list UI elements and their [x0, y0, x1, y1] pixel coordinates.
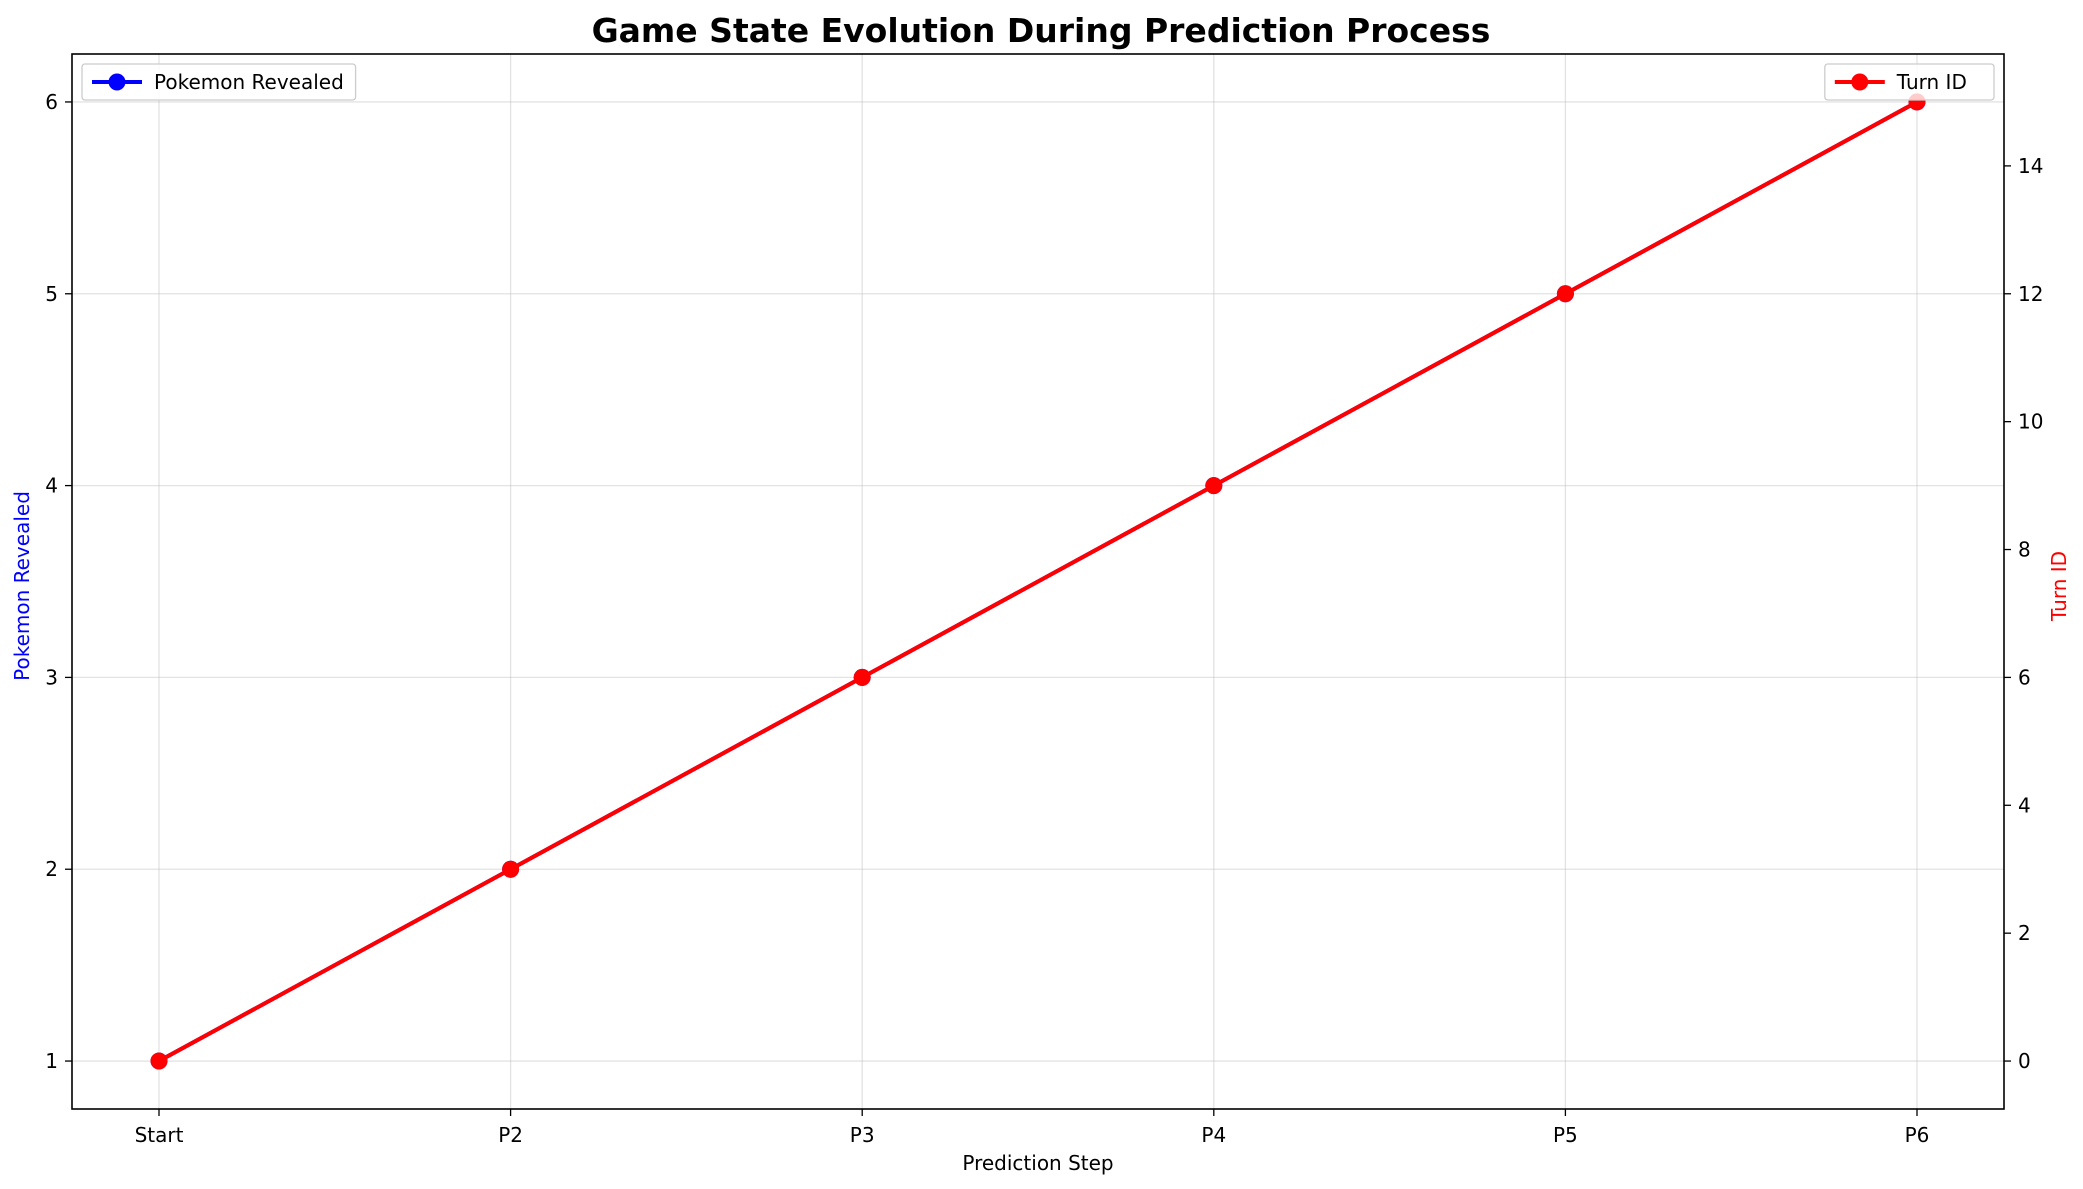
legend-turn-id: Turn ID — [1824, 63, 1995, 101]
legend-label: Pokemon Revealed — [154, 70, 344, 94]
right-axis-title: Turn ID — [2047, 551, 2071, 622]
x-tick-label: P4 — [1201, 1123, 1226, 1147]
legend-box — [81, 63, 357, 101]
right-tick-label: 0 — [2018, 1049, 2031, 1073]
x-tick-label: P2 — [498, 1123, 523, 1147]
right-tick-label: 14 — [2018, 154, 2043, 178]
x-tick-label: P6 — [1905, 1123, 1930, 1147]
right-tick-label: 10 — [2018, 410, 2043, 434]
x-axis-title: Prediction Step — [962, 1151, 1113, 1175]
grid-lines — [72, 54, 2004, 1109]
plot-frame — [71, 53, 2005, 1110]
left-tick-label: 1 — [45, 1049, 58, 1073]
left-tick-label: 5 — [45, 282, 58, 306]
left-tick-label: 2 — [45, 857, 58, 881]
legend-marker-swatch — [1851, 73, 1869, 91]
data-point-turn-id — [150, 1052, 168, 1070]
data-point-turn-id — [853, 668, 871, 686]
chart-title: Game State Evolution During Prediction P… — [592, 11, 1491, 50]
right-tick-label: 6 — [2018, 665, 2031, 689]
x-tick-label: P3 — [850, 1123, 875, 1147]
legend-marker-swatch — [108, 73, 126, 91]
right-tick-label: 8 — [2018, 538, 2031, 562]
data-point-turn-id — [1205, 477, 1223, 495]
right-tick-label: 4 — [2018, 793, 2031, 817]
legend-pokemon-revealed: Pokemon Revealed — [81, 63, 357, 101]
legend-box — [1824, 63, 1995, 101]
data-point-turn-id — [1556, 285, 1574, 303]
left-tick-label: 6 — [45, 90, 58, 114]
series-line-turn-id — [156, 99, 1920, 1064]
left-axis-title: Pokemon Revealed — [10, 491, 34, 681]
legend-label: Turn ID — [1896, 70, 1967, 94]
data-point-turn-id — [502, 860, 520, 878]
left-tick-label: 4 — [45, 474, 58, 498]
left-tick-label: 3 — [45, 665, 58, 689]
right-tick-label: 2 — [2018, 921, 2031, 945]
right-tick-label: 12 — [2018, 282, 2043, 306]
x-tick-label: P5 — [1553, 1123, 1578, 1147]
x-tick-label: Start — [135, 1123, 184, 1147]
